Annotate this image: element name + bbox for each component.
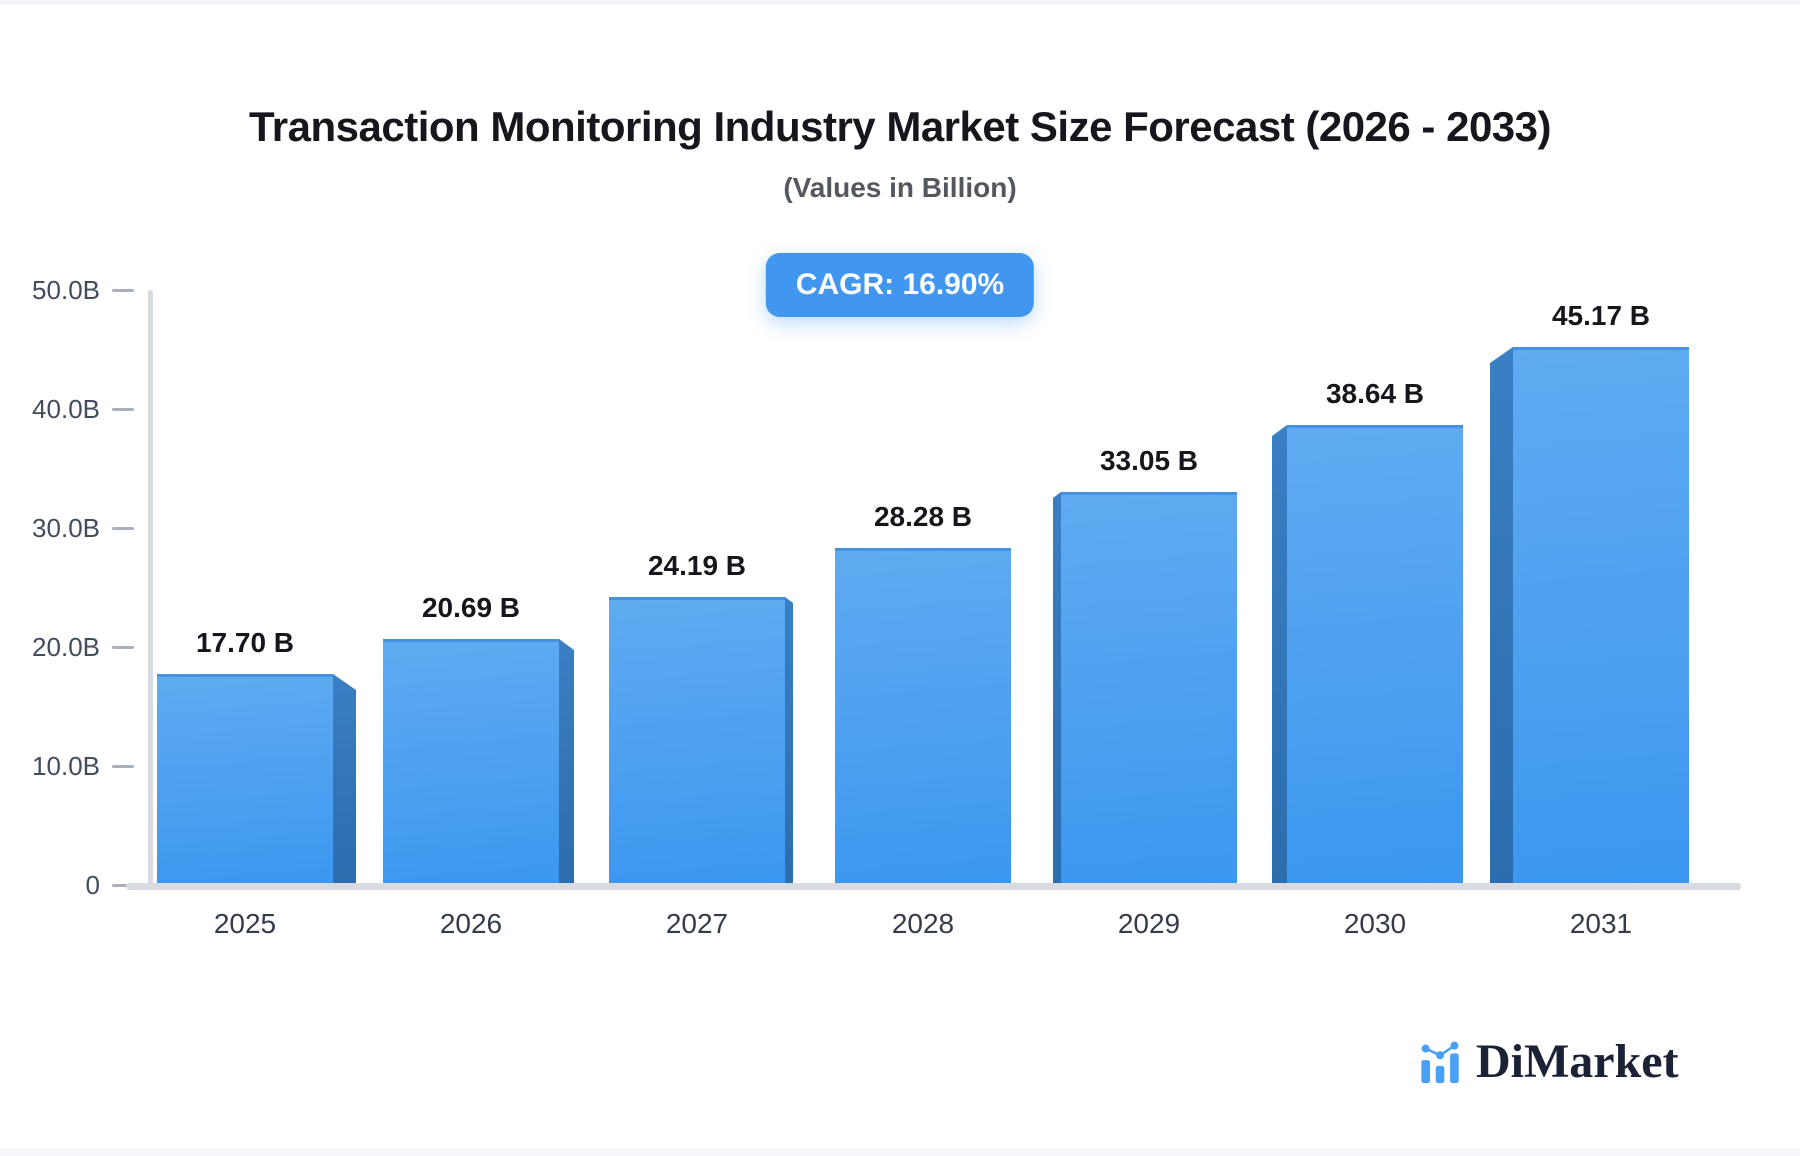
y-tick-mark — [112, 883, 134, 887]
y-tick-label-0: 0 — [85, 870, 100, 900]
dimarket-logo-icon — [1421, 1041, 1459, 1084]
bar-group-2029 — [1053, 492, 1237, 885]
y-tick-mark — [112, 526, 134, 530]
bar-value-label-2027: 24.19 B — [647, 550, 747, 581]
cagr-badge: CAGR: 16.90% — [765, 253, 1035, 317]
y-tick-label-50.0B: 50.0B — [32, 275, 100, 305]
bar-value-label-2028: 28.28 B — [873, 501, 973, 532]
bar-value-label-2026: 20.69 B — [421, 592, 521, 623]
chart-subtitle: (Values in Billion) — [783, 172, 1017, 203]
x-axis-label-2027: 2027 — [665, 908, 729, 939]
y-tick-mark — [112, 764, 134, 768]
x-axis-label-2029: 2029 — [1117, 908, 1181, 939]
bar-group-2027 — [609, 597, 793, 885]
x-axis-label-2028: 2028 — [891, 908, 955, 939]
x-axis-label-2025: 2025 — [213, 908, 277, 939]
y-tick-mark — [112, 407, 134, 411]
x-axis-label-2031: 2031 — [1569, 908, 1633, 939]
bar-3d-side — [1053, 492, 1061, 885]
bar-3d-side — [333, 674, 356, 885]
bar-group-2026 — [383, 639, 574, 885]
bar-face — [835, 548, 1011, 885]
y-tick-label-40.0B: 40.0B — [32, 394, 100, 424]
bar-group-2025 — [157, 674, 356, 885]
bar-3d-side — [785, 597, 793, 885]
x-axis-baseline — [126, 883, 1741, 890]
bar-value-label-2025: 17.70 B — [195, 627, 295, 658]
bar-face — [1061, 492, 1237, 885]
x-axis-label-2026: 2026 — [439, 908, 503, 939]
y-tick-label-30.0B: 30.0B — [32, 513, 100, 543]
bar-value-label-2031: 45.17 B — [1551, 300, 1651, 331]
bar-group-2030 — [1272, 425, 1463, 885]
bar-3d-side — [559, 639, 574, 885]
bar-face — [157, 674, 333, 885]
chart-title: Transaction Monitoring Industry Market S… — [248, 103, 1552, 150]
y-tick-mark — [112, 288, 134, 292]
x-axis-label-2030: 2030 — [1343, 908, 1407, 939]
brand-name: DiMarket — [1476, 1035, 1679, 1088]
bottom-edge-strip — [0, 1148, 1800, 1156]
y-tick-mark — [112, 645, 134, 649]
top-edge-strip — [0, 0, 1800, 5]
bar-value-label-2029: 33.05 B — [1099, 445, 1199, 476]
y-axis-line — [148, 290, 153, 885]
bar-face — [609, 597, 785, 885]
bar-face — [1513, 347, 1689, 885]
bar-3d-side — [1272, 425, 1287, 885]
bar-value-label-2030: 38.64 B — [1325, 378, 1425, 409]
bar-face — [383, 639, 559, 885]
bar-3d-side — [1490, 347, 1513, 885]
bar-group-2028 — [835, 548, 1011, 885]
y-tick-label-20.0B: 20.0B — [32, 632, 100, 662]
bar-face — [1287, 425, 1463, 885]
brand-logo: DiMarket — [1418, 1038, 1679, 1086]
y-tick-label-10.0B: 10.0B — [32, 751, 100, 781]
bar-group-2031 — [1490, 347, 1689, 885]
